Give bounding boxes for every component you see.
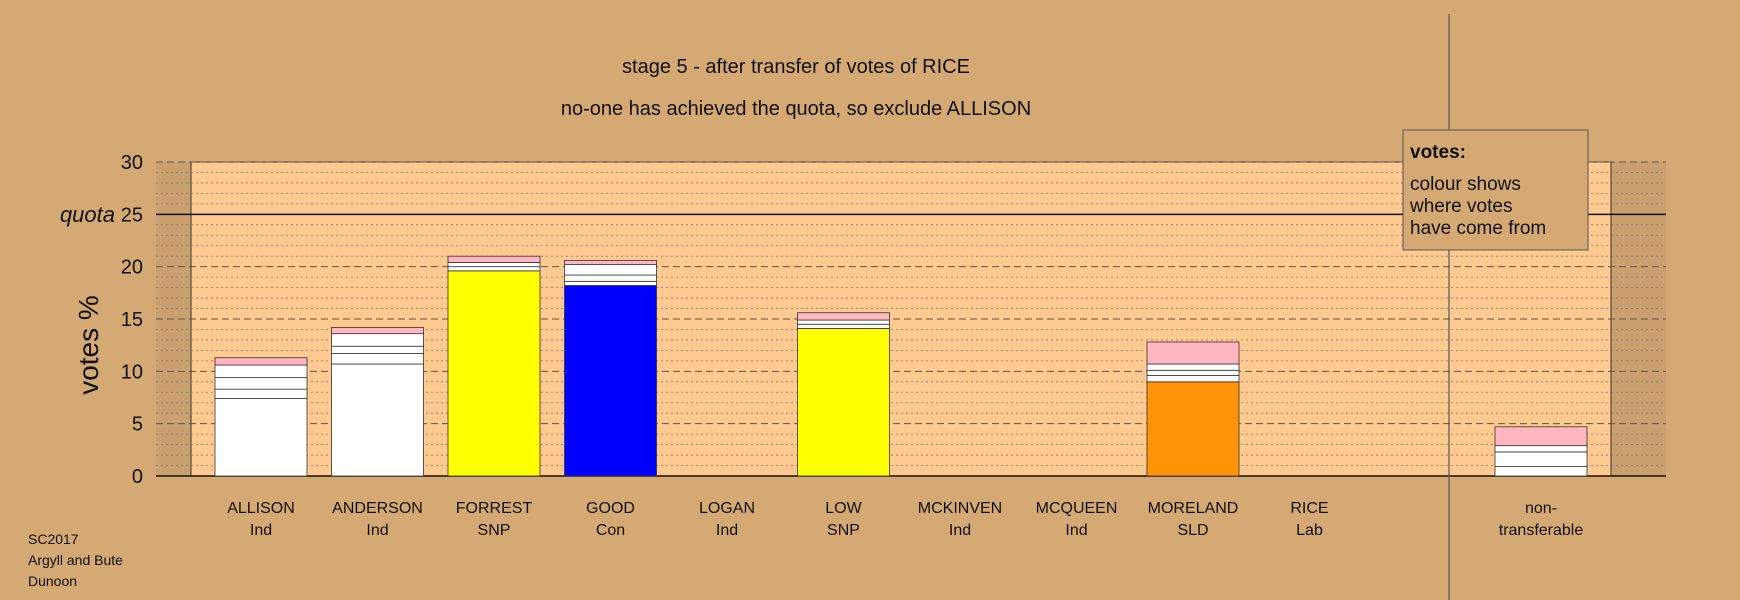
nontransferable-label: transferable [1499, 522, 1584, 539]
candidate-name: MCQUEEN [1036, 500, 1118, 517]
candidate-party: Ind [716, 522, 738, 539]
bar-segment [797, 312, 890, 321]
candidate-party: Ind [949, 522, 971, 539]
bar-segment [797, 328, 890, 477]
bar-segment [331, 353, 424, 365]
bar-segment [214, 398, 308, 477]
footer-line: SC2017 [28, 531, 79, 547]
y-tick-label: 10 [121, 361, 143, 383]
candidate-name: GOOD [586, 500, 635, 517]
y-tick-label: 20 [121, 257, 143, 279]
quota-label: quota [60, 202, 115, 227]
bar-segment [1494, 426, 1588, 447]
bar-segment [331, 345, 424, 354]
bar-segment [447, 255, 541, 263]
candidate-name: MCKINVEN [918, 500, 1002, 517]
bar-segment [214, 377, 308, 390]
candidate-party: SLD [1177, 522, 1208, 539]
bars [214, 255, 1588, 477]
legend-box: votes: colour shows where votes have com… [1402, 129, 1589, 251]
y-tick-label: 30 [121, 152, 143, 174]
bar-segment [1146, 369, 1240, 376]
candidate-party: Ind [250, 522, 272, 539]
bar-segment [797, 323, 890, 329]
footer: SC2017 Argyll and Bute Dunoon [28, 531, 123, 589]
bar-segment [564, 285, 657, 477]
candidate-party: Ind [366, 522, 388, 539]
bar-segment [214, 388, 308, 399]
bar-segment [214, 364, 308, 379]
legend-line: colour shows [1410, 174, 1521, 195]
bar-segment [1494, 466, 1588, 477]
y-axis: 0 5 10 15 20 25 30 [121, 152, 143, 488]
candidate-party: SNP [827, 522, 860, 539]
legend-line: have come from [1410, 218, 1546, 239]
bar-segment [331, 363, 424, 477]
bar-segment [564, 274, 657, 282]
candidate-party: Con [596, 522, 625, 539]
candidate-party: Lab [1296, 522, 1323, 539]
category-labels: ALLISON Ind ANDERSON Ind FORREST SNP GOOD Con LO… [227, 500, 1583, 539]
y-tick-label: 5 [132, 414, 143, 436]
chart-title: stage 5 - after transfer of votes of RIC… [622, 56, 970, 78]
bar-segment [564, 280, 657, 286]
bar-segment [1146, 381, 1240, 477]
candidate-party: SNP [478, 522, 511, 539]
nontransferable-label: non- [1525, 500, 1557, 517]
candidate-name: FORREST [456, 500, 533, 517]
bar-segment [1146, 341, 1240, 365]
bar-segment [1494, 445, 1588, 453]
bar-segment [1146, 375, 1240, 383]
bar-segment [214, 357, 308, 366]
candidate-name: ANDERSON [332, 500, 423, 517]
y-tick-label: 0 [132, 466, 143, 488]
footer-line: Argyll and Bute [28, 552, 123, 568]
bar-segment [447, 270, 541, 477]
candidate-party: Ind [1065, 522, 1087, 539]
y-tick-label: 25 [121, 204, 143, 226]
bar-segment [1494, 451, 1588, 467]
legend-title: votes: [1410, 142, 1466, 163]
candidate-name: MORELAND [1148, 500, 1239, 517]
y-tick-label: 15 [121, 309, 143, 331]
chart-subtitle: no-one has achieved the quota, so exclud… [561, 98, 1031, 120]
footer-line: Dunoon [28, 573, 77, 589]
bar-segment [447, 266, 541, 272]
bar-segment [564, 264, 657, 276]
bar-segment [797, 319, 890, 325]
bar-segment [1146, 363, 1240, 371]
candidate-name: ALLISON [227, 500, 295, 517]
bar-segment [331, 333, 424, 347]
bar-segment [331, 326, 424, 335]
candidate-name: LOGAN [699, 500, 755, 517]
candidate-name: LOW [825, 500, 862, 517]
legend-line: where votes [1409, 196, 1512, 217]
y-axis-label: votes % [73, 295, 104, 395]
bar-segment [447, 262, 541, 268]
candidate-name: RICE [1290, 500, 1328, 517]
legend-background [1402, 129, 1589, 251]
bar-segment [564, 259, 657, 265]
